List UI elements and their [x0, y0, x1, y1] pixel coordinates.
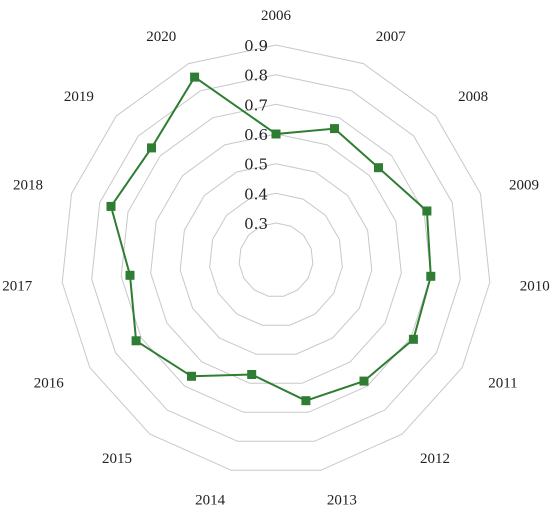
category-label-2009: 2009 [509, 177, 539, 193]
tick-label-0.6: 0.6 [244, 126, 268, 144]
category-label-2018: 2018 [13, 177, 43, 193]
data-point-2016 [131, 336, 141, 346]
data-point-2010 [426, 271, 436, 281]
tick-label-0.3: 0.3 [244, 215, 268, 233]
grid-ring-0.4 [209, 192, 343, 326]
category-label-2013: 2013 [327, 493, 357, 509]
category-label-2019: 2019 [64, 89, 94, 105]
grid-ring-0.3 [238, 222, 314, 297]
category-label-2006: 2006 [261, 8, 292, 24]
data-point-2013 [301, 396, 311, 406]
tick-label-0.9: 0.9 [244, 37, 268, 55]
data-point-2007 [330, 124, 339, 134]
grid-ring-0.6 [150, 133, 402, 384]
data-point-2014 [247, 370, 257, 379]
category-label-2015: 2015 [102, 451, 132, 467]
category-label-2016: 2016 [34, 376, 65, 392]
tick-label-0.5: 0.5 [244, 156, 268, 174]
category-label-2007: 2007 [376, 29, 407, 45]
category-label-2010: 2010 [520, 279, 550, 295]
grid-ring-0.9 [61, 44, 491, 471]
series-line [109, 75, 432, 402]
data-point-2019 [147, 143, 156, 153]
data-point-2006 [271, 129, 281, 139]
grid-ring-0.5 [179, 163, 373, 355]
data-point-2020 [190, 72, 200, 82]
data-point-2011 [408, 334, 418, 344]
grid-ring-0.7 [120, 103, 432, 413]
data-point-2008 [374, 163, 383, 173]
category-label-2012: 2012 [420, 451, 450, 467]
category-label-2017: 2017 [2, 279, 33, 295]
data-point-2018 [106, 201, 116, 211]
grid-layer [61, 44, 491, 471]
tick-label-0.8: 0.8 [244, 67, 268, 85]
data-point-2012 [359, 376, 369, 386]
series-layer [106, 72, 436, 406]
category-label-layer: 2006 2007 2008 2009 2010 2011 2012 2013 2014 2015… [2, 8, 549, 509]
category-label-2008: 2008 [458, 89, 488, 105]
category-label-2011: 2011 [488, 376, 517, 392]
tick-layer: 0.3 0.4 0.5 0.6 0.7 0.8 0.9 [244, 37, 268, 233]
data-point-2009 [422, 206, 432, 216]
tick-label-0.7: 0.7 [244, 96, 268, 114]
data-point-2017 [125, 270, 135, 280]
grid-ring-0.8 [91, 74, 461, 442]
tick-label-0.4: 0.4 [244, 185, 268, 203]
data-point-2015 [187, 371, 196, 381]
category-label-2014: 2014 [195, 493, 226, 509]
category-label-2020: 2020 [146, 29, 176, 45]
